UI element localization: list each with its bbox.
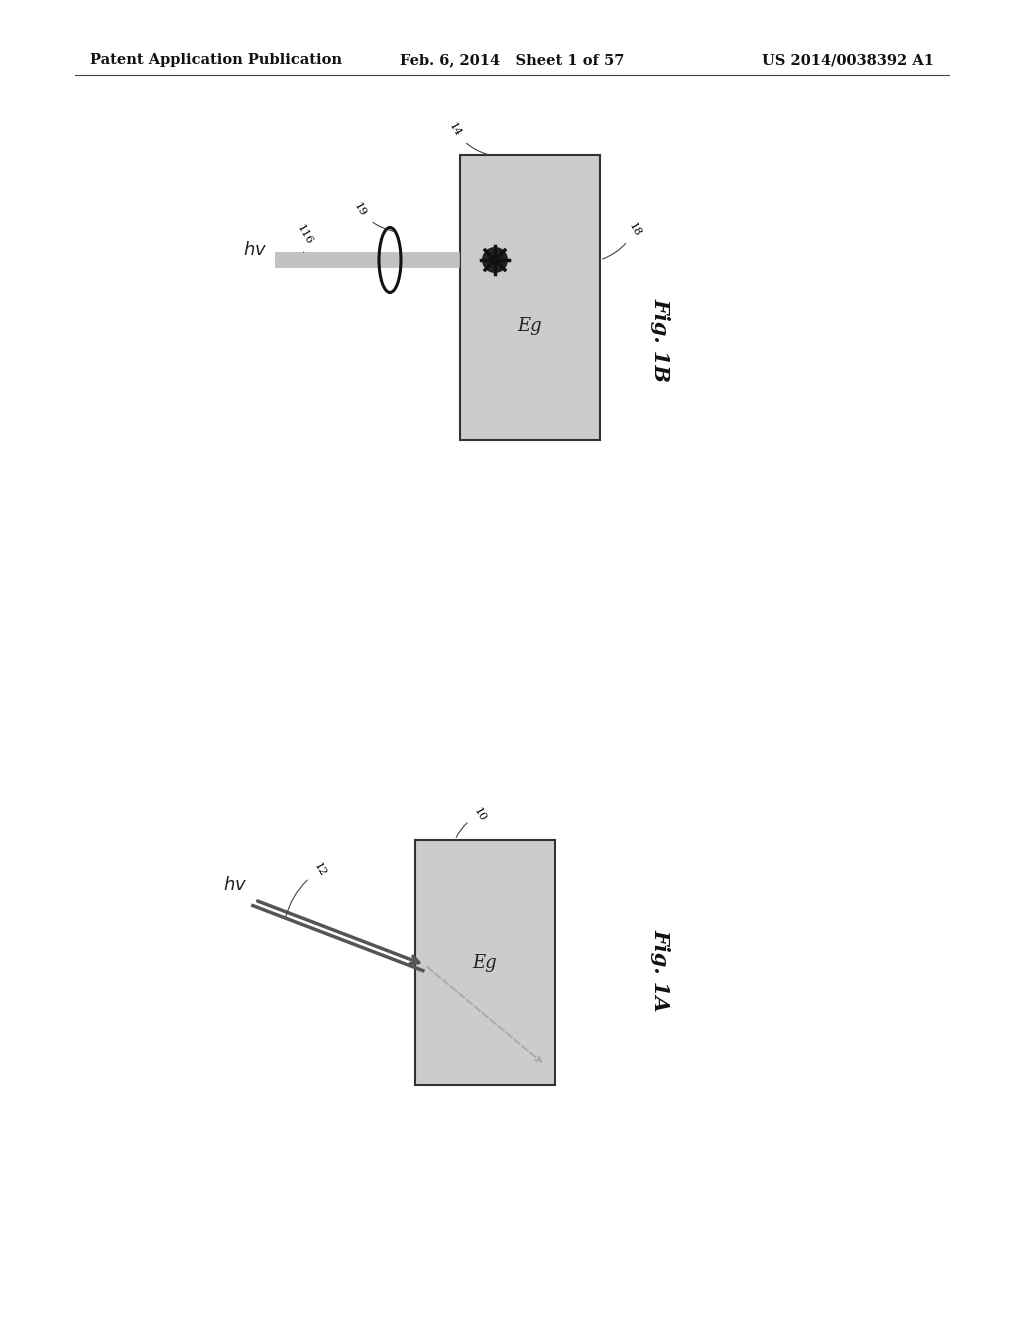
Text: US 2014/0038392 A1: US 2014/0038392 A1 — [762, 53, 934, 67]
Bar — [275, 252, 460, 268]
Bar — [415, 840, 555, 1085]
Text: $hv$: $hv$ — [243, 242, 267, 259]
Ellipse shape — [482, 247, 508, 273]
Text: Eg: Eg — [473, 953, 498, 972]
Text: Patent Application Publication: Patent Application Publication — [90, 53, 342, 67]
Text: Eg: Eg — [518, 317, 543, 335]
Text: $hv$: $hv$ — [223, 876, 247, 894]
Text: 14: 14 — [447, 121, 487, 154]
Text: Fig. 1A: Fig. 1A — [650, 929, 670, 1011]
Text: Feb. 6, 2014   Sheet 1 of 57: Feb. 6, 2014 Sheet 1 of 57 — [399, 53, 625, 67]
Bar — [460, 154, 600, 440]
Text: 10: 10 — [456, 807, 487, 837]
Text: 19: 19 — [352, 202, 395, 231]
Text: 18: 18 — [602, 222, 643, 259]
Text: Fig. 1B: Fig. 1B — [650, 298, 670, 381]
Text: 116: 116 — [295, 223, 314, 252]
Text: 12: 12 — [286, 862, 328, 917]
